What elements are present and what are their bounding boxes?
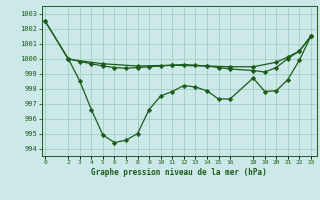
- X-axis label: Graphe pression niveau de la mer (hPa): Graphe pression niveau de la mer (hPa): [91, 168, 267, 177]
